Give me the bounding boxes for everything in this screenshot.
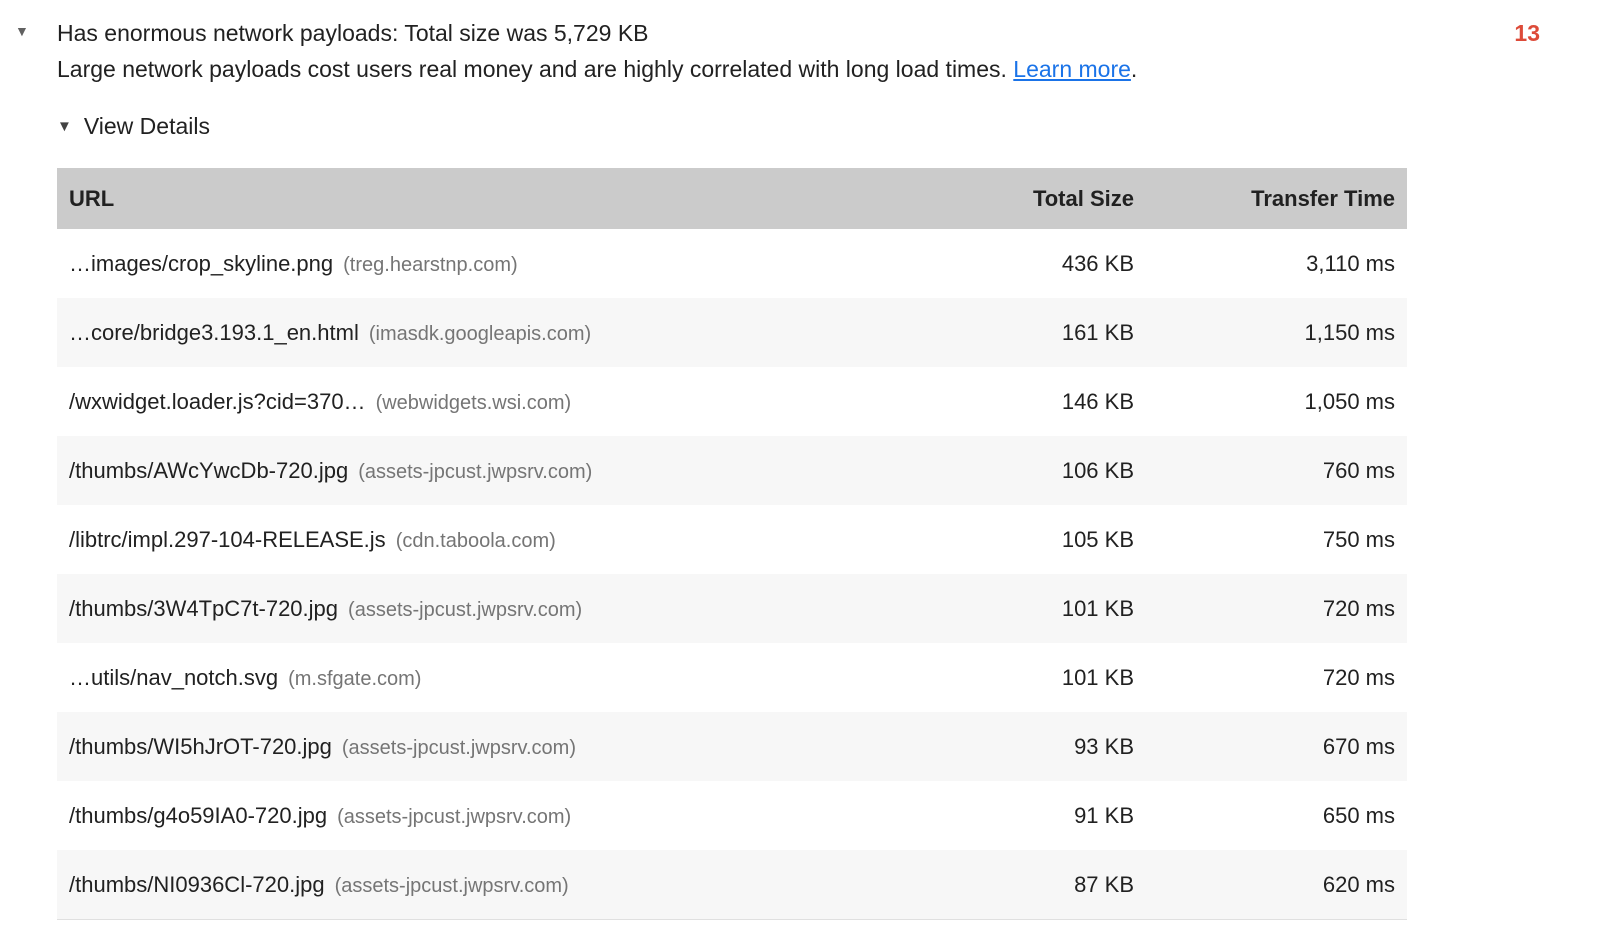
audit-content: Has enormous network payloads: Total siz… (57, 17, 1540, 920)
payload-table: URL Total Size Transfer Time …images/cro… (57, 168, 1407, 920)
total-size-cell: 436 KB (1061, 250, 1134, 276)
url-text: /thumbs/AWcYwcDb-720.jpg (69, 457, 349, 483)
table-row: /thumbs/AWcYwcDb-720.jpg (assets-jpcust.… (57, 436, 1407, 505)
url-cell: /thumbs/AWcYwcDb-720.jpg (assets-jpcust.… (69, 458, 954, 484)
transfer-time-cell: 650 ms (1322, 802, 1395, 828)
transfer-time-cell: 720 ms (1322, 595, 1395, 621)
view-details-label: View Details (83, 113, 210, 139)
url-cell: /libtrc/impl.297-104-RELEASE.js (cdn.tab… (69, 527, 954, 553)
total-size-cell: 105 KB (1061, 526, 1134, 552)
url-text: /thumbs/g4o59IA0-720.jpg (69, 802, 328, 828)
table-row: …images/crop_skyline.png (treg.hearstnp.… (57, 229, 1407, 298)
audit-expand-icon[interactable]: ▼ (15, 23, 29, 39)
audit-title: Has enormous network payloads: Total siz… (57, 20, 649, 46)
transfer-time-cell: 620 ms (1322, 871, 1395, 897)
domain-text: (imasdk.googleapis.com) (368, 322, 592, 345)
table-row: /thumbs/g4o59IA0-720.jpg (assets-jpcust.… (57, 781, 1407, 850)
audit-description-period: . (1130, 56, 1138, 82)
table-row: /libtrc/impl.297-104-RELEASE.js (cdn.tab… (57, 505, 1407, 574)
transfer-time-cell: 1,050 ms (1304, 388, 1396, 414)
total-size-cell: 146 KB (1061, 388, 1134, 414)
total-size-cell: 87 KB (1074, 871, 1134, 897)
payload-table-header: URL Total Size Transfer Time (57, 168, 1407, 229)
url-cell: /thumbs/3W4TpC7t-720.jpg (assets-jpcust.… (69, 596, 954, 622)
header-transfer-time: Transfer Time (1251, 185, 1395, 211)
url-text: …core/bridge3.193.1_en.html (69, 319, 359, 345)
total-size-cell: 101 KB (1061, 595, 1134, 621)
url-text: …images/crop_skyline.png (69, 250, 334, 276)
header-url: URL (69, 185, 115, 211)
domain-text: (assets-jpcust.jwpsrv.com) (334, 874, 569, 897)
transfer-time-cell: 760 ms (1322, 457, 1395, 483)
total-size-cell: 91 KB (1074, 802, 1134, 828)
total-size-cell: 101 KB (1061, 664, 1134, 690)
url-text: …utils/nav_notch.svg (69, 664, 279, 690)
domain-text: (assets-jpcust.jwpsrv.com) (337, 805, 572, 828)
audit-description: Large network payloads cost users real m… (57, 52, 1540, 86)
domain-text: (assets-jpcust.jwpsrv.com) (358, 460, 593, 483)
url-cell: /thumbs/WI5hJrOT-720.jpg (assets-jpcust.… (69, 734, 954, 760)
url-cell: /thumbs/NI0936Cl-720.jpg (assets-jpcust.… (69, 872, 954, 898)
domain-text: (webwidgets.wsi.com) (375, 391, 572, 414)
table-row: …utils/nav_notch.svg (m.sfgate.com) 101 … (57, 643, 1407, 712)
transfer-time-cell: 750 ms (1322, 526, 1395, 552)
url-text: /thumbs/WI5hJrOT-720.jpg (69, 733, 332, 759)
url-text: /libtrc/impl.297-104-RELEASE.js (69, 526, 386, 552)
transfer-time-cell: 3,110 ms (1306, 250, 1395, 276)
total-size-cell: 93 KB (1074, 733, 1134, 759)
table-row: /thumbs/3W4TpC7t-720.jpg (assets-jpcust.… (57, 574, 1407, 643)
table-row: …core/bridge3.193.1_en.html (imasdk.goog… (57, 298, 1407, 367)
url-text: /thumbs/NI0936Cl-720.jpg (69, 871, 325, 897)
url-text: /wxwidget.loader.js?cid=370… (69, 388, 366, 414)
domain-text: (assets-jpcust.jwpsrv.com) (348, 598, 583, 621)
domain-text: (cdn.taboola.com) (395, 529, 556, 552)
url-cell: /thumbs/g4o59IA0-720.jpg (assets-jpcust.… (69, 803, 954, 829)
table-row: /wxwidget.loader.js?cid=370… (webwidgets… (57, 367, 1407, 436)
transfer-time-cell: 670 ms (1322, 733, 1395, 759)
domain-text: (assets-jpcust.jwpsrv.com) (341, 736, 577, 759)
url-cell: /wxwidget.loader.js?cid=370… (webwidgets… (69, 389, 954, 415)
domain-text: (m.sfgate.com) (288, 667, 422, 690)
chevron-down-icon: ▼ (57, 118, 72, 135)
audit-score-badge: 13 (1514, 20, 1540, 46)
url-text: /thumbs/3W4TpC7t-720.jpg (69, 595, 339, 621)
payload-table-body: …images/crop_skyline.png (treg.hearstnp.… (57, 229, 1407, 919)
table-row: /thumbs/WI5hJrOT-720.jpg (assets-jpcust.… (57, 712, 1407, 781)
header-total-size: Total Size (1032, 185, 1134, 211)
domain-text: (treg.hearstnp.com) (343, 253, 518, 276)
learn-more-link[interactable]: Learn more (1013, 56, 1131, 82)
transfer-time-cell: 720 ms (1322, 664, 1395, 690)
url-cell: …images/crop_skyline.png (treg.hearstnp.… (69, 251, 954, 277)
transfer-time-cell: 1,150 ms (1304, 319, 1396, 345)
total-size-cell: 161 KB (1061, 319, 1134, 345)
audit-description-text: Large network payloads cost users real m… (57, 56, 1014, 82)
audit-title-row: Has enormous network payloads: Total siz… (57, 17, 1540, 49)
table-row: /thumbs/NI0936Cl-720.jpg (assets-jpcust.… (57, 850, 1407, 919)
view-details-toggle[interactable]: ▼ View Details (57, 113, 210, 140)
url-cell: …utils/nav_notch.svg (m.sfgate.com) (69, 665, 954, 691)
url-cell: …core/bridge3.193.1_en.html (imasdk.goog… (69, 320, 954, 346)
total-size-cell: 106 KB (1061, 457, 1134, 483)
